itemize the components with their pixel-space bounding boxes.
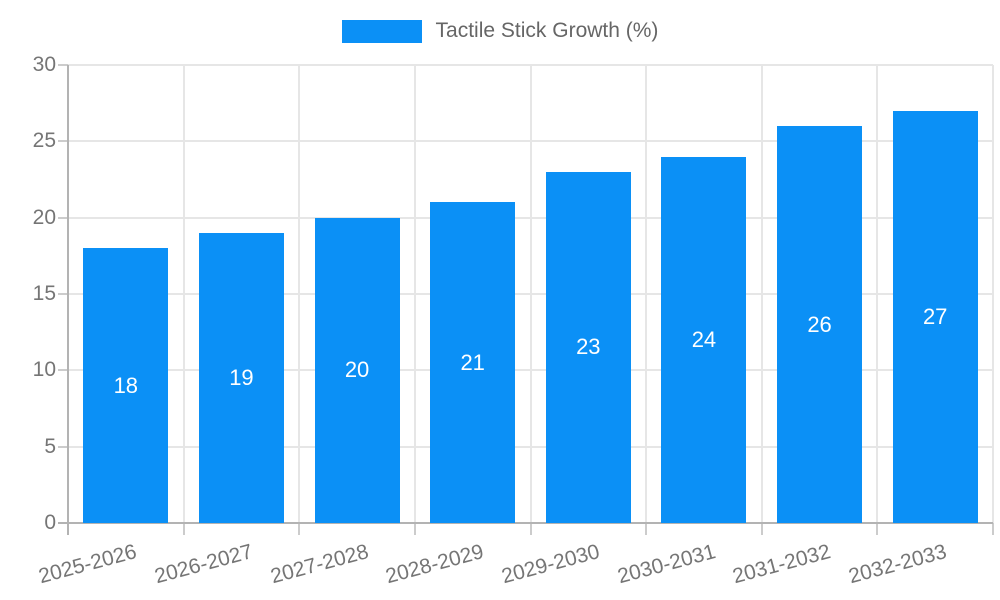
x-axis-tick-label: 2028-2029 xyxy=(383,540,487,589)
bar[interactable] xyxy=(892,110,978,523)
x-axis-tick-mark xyxy=(645,523,648,535)
y-axis-tick-label: 5 xyxy=(44,434,56,458)
x-axis-tick-mark xyxy=(182,523,185,535)
x-axis-tick-label: 2029-2030 xyxy=(499,540,603,589)
gridline-vertical xyxy=(413,65,416,523)
y-axis-tick-mark xyxy=(58,64,68,66)
gridline-vertical xyxy=(182,65,185,523)
x-axis-line xyxy=(58,522,993,524)
y-axis-tick-label: 10 xyxy=(32,358,56,382)
y-axis-tick-mark xyxy=(58,293,68,295)
y-axis-tick-mark xyxy=(58,445,68,448)
y-axis-tick-mark xyxy=(58,140,68,143)
y-axis-tick-mark xyxy=(58,216,68,219)
x-axis-tick-mark xyxy=(413,523,416,535)
gridline-vertical xyxy=(298,65,301,523)
x-axis-tick-label: 2030-2031 xyxy=(614,540,718,589)
bar[interactable] xyxy=(777,126,863,523)
x-axis-tick-label: 2027-2028 xyxy=(267,540,371,589)
x-axis-tick-mark xyxy=(298,523,301,535)
y-axis-line xyxy=(67,65,69,535)
y-axis-tick-label: 0 xyxy=(44,511,56,534)
bar[interactable] xyxy=(661,156,747,523)
x-axis-tick-mark xyxy=(529,523,532,535)
bar[interactable] xyxy=(83,248,169,523)
x-axis-tick-mark xyxy=(992,523,994,535)
x-axis-tick-mark xyxy=(760,523,763,535)
y-axis-tick-label: 20 xyxy=(32,205,56,229)
x-axis-tick-label: 2031-2032 xyxy=(730,540,834,589)
x-axis-tick-mark xyxy=(876,523,879,535)
gridline-vertical xyxy=(645,65,648,523)
bar[interactable] xyxy=(430,202,516,523)
gridline-vertical xyxy=(876,65,879,523)
bar[interactable] xyxy=(314,217,400,523)
y-axis-tick-label: 30 xyxy=(32,53,56,76)
bar[interactable] xyxy=(545,171,631,523)
gridline-vertical xyxy=(529,65,532,523)
y-axis-tick-label: 25 xyxy=(32,129,56,153)
y-axis-tick-label: 15 xyxy=(32,282,56,305)
legend[interactable]: Tactile Stick Growth (%) xyxy=(0,17,1000,45)
legend-label[interactable]: Tactile Stick Growth (%) xyxy=(435,19,659,42)
legend-swatch[interactable] xyxy=(341,19,422,43)
bar[interactable] xyxy=(198,232,284,523)
x-axis-tick-label: 2032-2033 xyxy=(845,540,949,589)
x-axis-tick-label: 2026-2027 xyxy=(152,540,256,589)
gridline-vertical xyxy=(992,65,994,523)
x-axis-tick-label: 2025-2026 xyxy=(36,540,140,589)
y-axis-tick-mark xyxy=(58,369,68,372)
gridline-vertical xyxy=(760,65,763,523)
